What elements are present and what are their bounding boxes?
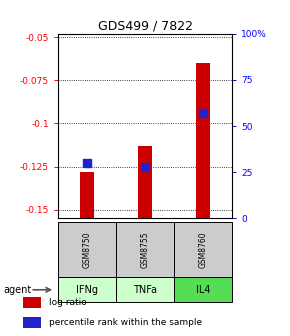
Bar xyxy=(116,222,174,277)
Point xyxy=(201,110,205,116)
Text: log ratio: log ratio xyxy=(49,298,87,307)
Title: GDS499 / 7822: GDS499 / 7822 xyxy=(97,19,193,33)
Bar xyxy=(23,297,41,308)
Text: agent: agent xyxy=(3,285,31,295)
Bar xyxy=(80,172,94,218)
Point xyxy=(143,164,147,169)
Bar xyxy=(23,317,41,328)
Bar xyxy=(196,63,210,218)
Text: percentile rank within the sample: percentile rank within the sample xyxy=(49,318,202,327)
Text: TNFa: TNFa xyxy=(133,285,157,295)
Bar xyxy=(116,277,174,302)
Bar xyxy=(174,277,232,302)
Text: GSM8750: GSM8750 xyxy=(82,231,92,268)
Bar xyxy=(58,222,116,277)
Bar xyxy=(58,277,116,302)
Text: IFNg: IFNg xyxy=(76,285,98,295)
Text: IL4: IL4 xyxy=(196,285,210,295)
Point xyxy=(85,160,89,166)
Bar xyxy=(138,146,152,218)
Text: GSM8760: GSM8760 xyxy=(198,231,208,268)
Text: GSM8755: GSM8755 xyxy=(140,231,150,268)
Bar xyxy=(174,222,232,277)
